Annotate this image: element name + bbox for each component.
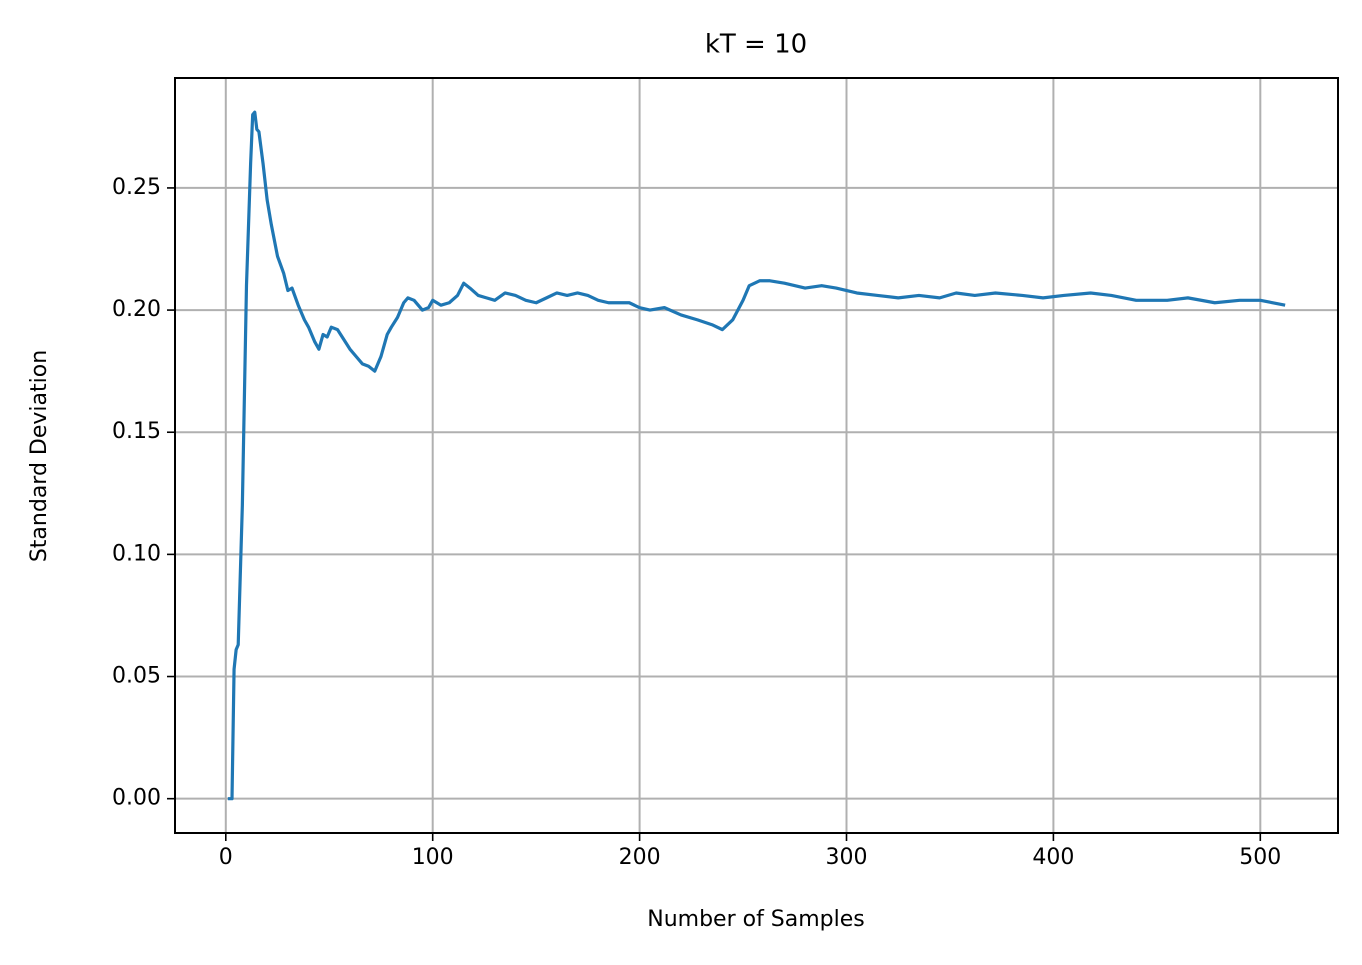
chart-title: kT = 10 (705, 30, 807, 60)
y-tick-label: 0.10 (112, 541, 161, 566)
y-tick-label: 0.25 (112, 175, 161, 200)
x-tick-label: 100 (412, 845, 454, 870)
x-tick-label: 300 (826, 845, 868, 870)
x-axis-label: Number of Samples (647, 907, 865, 932)
data-line (227, 110, 1286, 801)
y-axis-label: Standard Deviation (27, 350, 52, 562)
y-tick-label: 0.00 (112, 786, 161, 811)
y-tick-label: 0.05 (112, 664, 161, 689)
y-tick-label: 0.15 (112, 419, 161, 444)
x-tick-label: 200 (619, 845, 661, 870)
y-tick-label: 0.20 (112, 297, 161, 322)
plot-frame (174, 77, 1339, 834)
x-tick-label: 500 (1239, 845, 1281, 870)
x-tick-label: 0 (219, 845, 233, 870)
x-tick-label: 400 (1032, 845, 1074, 870)
